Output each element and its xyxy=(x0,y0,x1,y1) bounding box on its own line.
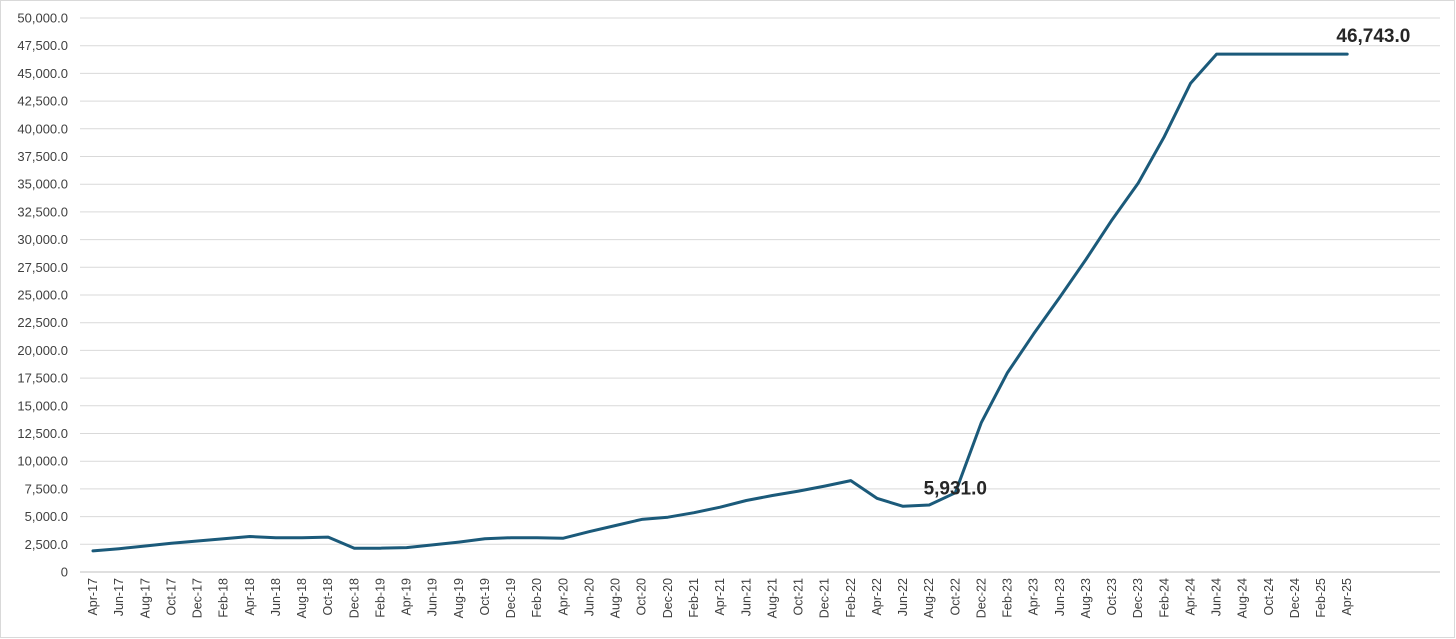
x-tick-label: Aug-24 xyxy=(1236,578,1250,618)
y-tick-label: 10,000.0 xyxy=(17,454,68,469)
x-tick-label: Apr-25 xyxy=(1340,578,1354,616)
x-tick-label: Aug-18 xyxy=(295,578,309,618)
x-tick-label: Apr-24 xyxy=(1183,578,1197,616)
x-tick-label: Jun-21 xyxy=(739,578,753,616)
data-label: 5,931.0 xyxy=(924,478,987,499)
x-tick-label: Oct-17 xyxy=(164,578,178,616)
x-tick-label: Jun-22 xyxy=(896,578,910,616)
y-tick-label: 25,000.0 xyxy=(17,288,68,303)
x-tick-label: Dec-22 xyxy=(974,578,988,618)
y-tick-label: 12,500.0 xyxy=(17,426,68,441)
x-tick-label: Oct-19 xyxy=(478,578,492,616)
x-tick-label: Aug-20 xyxy=(609,578,623,618)
y-tick-label: 15,000.0 xyxy=(17,398,68,413)
y-tick-label: 40,000.0 xyxy=(17,121,68,136)
y-tick-label: 30,000.0 xyxy=(17,232,68,247)
y-tick-label: 22,500.0 xyxy=(17,315,68,330)
x-tick-label: Feb-21 xyxy=(687,578,701,618)
y-tick-label: 7,500.0 xyxy=(25,481,68,496)
x-tick-label: Apr-21 xyxy=(713,578,727,616)
x-tick-label: Dec-23 xyxy=(1131,578,1145,618)
x-tick-label: Apr-17 xyxy=(86,578,100,616)
x-tick-label: Feb-25 xyxy=(1314,578,1328,618)
y-tick-label: 35,000.0 xyxy=(17,177,68,192)
x-tick-label: Feb-18 xyxy=(217,578,231,618)
y-tick-label: 17,500.0 xyxy=(17,371,68,386)
x-tick-label: Jun-17 xyxy=(112,578,126,616)
x-tick-label: Jun-24 xyxy=(1210,578,1224,616)
y-tick-label: 20,000.0 xyxy=(17,343,68,358)
x-tick-label: Apr-22 xyxy=(870,578,884,616)
x-tick-label: Aug-22 xyxy=(922,578,936,618)
x-tick-label: Oct-22 xyxy=(948,578,962,616)
x-tick-label: Jun-19 xyxy=(426,578,440,616)
x-tick-label: Aug-19 xyxy=(452,578,466,618)
x-tick-label: Oct-23 xyxy=(1105,578,1119,616)
x-tick-label: Aug-17 xyxy=(138,578,152,618)
x-tick-label: Jun-23 xyxy=(1053,578,1067,616)
series-line xyxy=(91,52,1349,553)
x-tick-label: Dec-21 xyxy=(818,578,832,618)
x-tick-label: Dec-17 xyxy=(191,578,205,618)
y-tick-label: 37,500.0 xyxy=(17,149,68,164)
x-tick-label: Dec-24 xyxy=(1288,578,1302,618)
x-tick-label: Oct-20 xyxy=(635,578,649,616)
y-tick-label: 47,500.0 xyxy=(17,38,68,53)
x-tick-label: Apr-20 xyxy=(556,578,570,616)
y-tick-label: 5,000.0 xyxy=(25,509,68,524)
y-tick-label: 50,000.0 xyxy=(17,11,68,26)
x-tick-label: Jun-20 xyxy=(582,578,596,616)
y-tick-label: 45,000.0 xyxy=(17,66,68,81)
x-tick-label: Oct-18 xyxy=(321,578,335,616)
y-tick-label: 32,500.0 xyxy=(17,204,68,219)
x-tick-label: Apr-18 xyxy=(243,578,257,616)
y-tick-label: 27,500.0 xyxy=(17,260,68,275)
x-tick-label: Feb-24 xyxy=(1157,578,1171,618)
x-tick-label: Apr-23 xyxy=(1027,578,1041,616)
y-tick-label: 42,500.0 xyxy=(17,94,68,109)
x-tick-label: Dec-20 xyxy=(661,578,675,618)
x-tick-label: Feb-20 xyxy=(530,578,544,618)
x-tick-label: Apr-19 xyxy=(400,578,414,616)
y-tick-label: 2,500.0 xyxy=(25,537,68,552)
x-tick-label: Jun-18 xyxy=(269,578,283,616)
x-tick-label: Feb-22 xyxy=(844,578,858,618)
data-label: 46,743.0 xyxy=(1336,26,1410,47)
x-tick-label: Aug-21 xyxy=(765,578,779,618)
y-tick-label: 0 xyxy=(61,565,68,580)
x-tick-label: Feb-23 xyxy=(1001,578,1015,618)
x-tick-label: Dec-18 xyxy=(347,578,361,618)
x-tick-label: Oct-21 xyxy=(792,578,806,616)
x-tick-label: Oct-24 xyxy=(1262,578,1276,616)
x-tick-label: Feb-19 xyxy=(373,578,387,618)
x-tick-label: Aug-23 xyxy=(1079,578,1093,618)
x-tick-label: Dec-19 xyxy=(504,578,518,618)
